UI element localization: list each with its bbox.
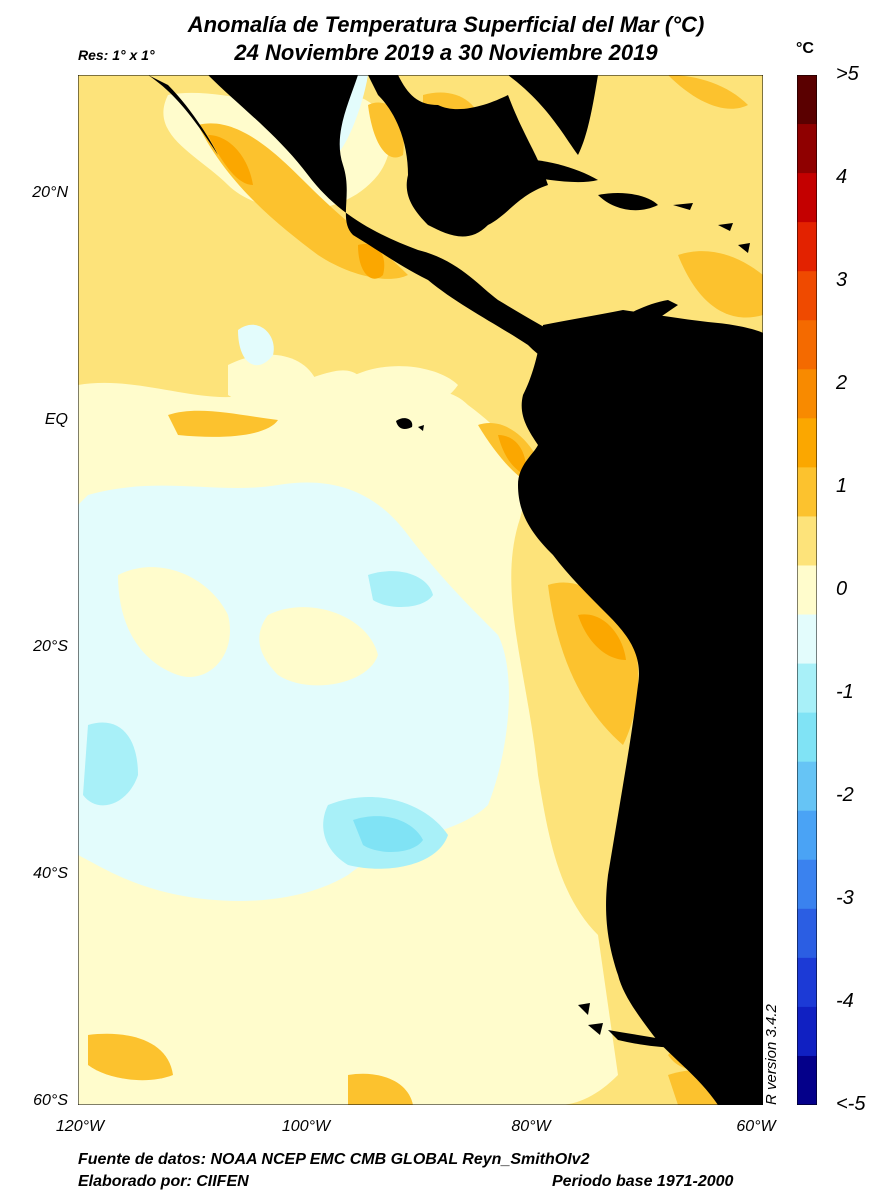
colorbar-cell (797, 516, 817, 566)
map-date-range: 24 Noviembre 2019 a 30 Noviembre 2019 (234, 40, 658, 65)
sst-anomaly-map (78, 75, 763, 1105)
colorbar-cell (797, 957, 817, 1008)
colorbar-cell (797, 712, 817, 763)
colorbar-cell (797, 663, 817, 714)
colorbar-cell (797, 908, 817, 959)
colorbar-cell (797, 1055, 817, 1105)
colorbar-cell (797, 859, 817, 910)
colorbar-cell (797, 810, 817, 861)
colorbar-tick-label: 3 (836, 269, 848, 291)
colorbar-tick-label: 1 (836, 475, 848, 497)
footer-author: Elaborado por: CIIFEN (78, 1173, 249, 1190)
y-tick-label: 20°S (33, 638, 68, 655)
x-tick-label: 60°W (736, 1118, 776, 1135)
x-tick-label: 100°W (281, 1118, 331, 1135)
x-tick-label: 80°W (511, 1118, 551, 1135)
footer-source: Fuente de datos: NOAA NCEP EMC CMB GLOBA… (78, 1151, 590, 1168)
land-masses (148, 75, 763, 1105)
y-tick-label: 20°N (32, 184, 68, 201)
colorbar-tick-label: -2 (836, 784, 854, 806)
colorbar-tick-label: -1 (836, 681, 854, 703)
colorbar-labels: >5 4 3 2 1 0 -1 -2 -3 -4 <-5 (830, 63, 890, 1125)
x-tick-label: 120°W (55, 1118, 105, 1135)
colorbar-tick-label: -3 (836, 887, 854, 909)
colorbar-cell (797, 222, 817, 272)
colorbar-cell (797, 173, 817, 223)
colorbar-tick-label: 2 (836, 372, 848, 394)
r-version-label: R version 3.4.2 (763, 1004, 780, 1105)
colorbar-cell (797, 418, 817, 468)
resolution-label: Res: 1° x 1° (78, 47, 155, 63)
colorbar-tick-label: <-5 (836, 1093, 866, 1115)
map-title: Anomalía de Temperatura Superficial del … (187, 12, 705, 37)
cool-anomaly-regions (78, 75, 763, 989)
colorbar-cell (797, 369, 817, 419)
colorbar-cell (797, 467, 817, 517)
colorbar-cell (797, 271, 817, 321)
colorbar-cell (797, 75, 817, 125)
colorbar-cell (797, 320, 817, 370)
y-tick-label: 40°S (33, 865, 68, 882)
y-tick-label: 60°S (33, 1092, 68, 1109)
colorbar-cell (797, 761, 817, 812)
colorbar (797, 75, 817, 1105)
footer-base-period: Periodo base 1971-2000 (552, 1173, 734, 1190)
colorbar-cell (797, 1006, 817, 1057)
colorbar-tick-label: -4 (836, 990, 854, 1012)
colorbar-cell (797, 124, 817, 174)
colorbar-unit: °C (796, 40, 814, 57)
colorbar-tick-label: >5 (836, 63, 859, 85)
colorbar-tick-label: 4 (836, 166, 848, 188)
colorbar-tick-label: 0 (836, 578, 848, 600)
y-tick-label: EQ (44, 411, 68, 428)
colorbar-cell (797, 614, 817, 665)
colorbar-cell (797, 565, 817, 616)
